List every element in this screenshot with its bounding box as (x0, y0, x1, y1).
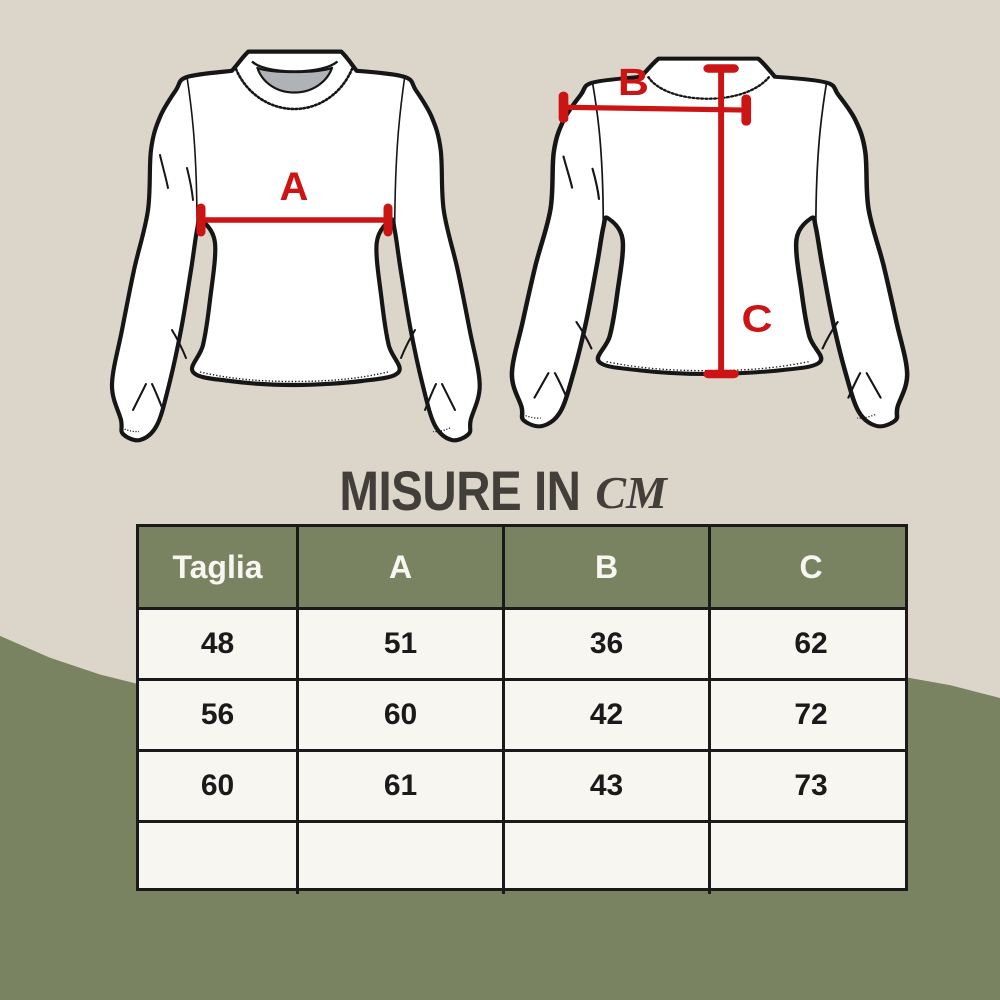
svg-text:C: C (741, 297, 772, 340)
svg-text:A: A (280, 165, 309, 209)
svg-text:B: B (618, 60, 649, 103)
